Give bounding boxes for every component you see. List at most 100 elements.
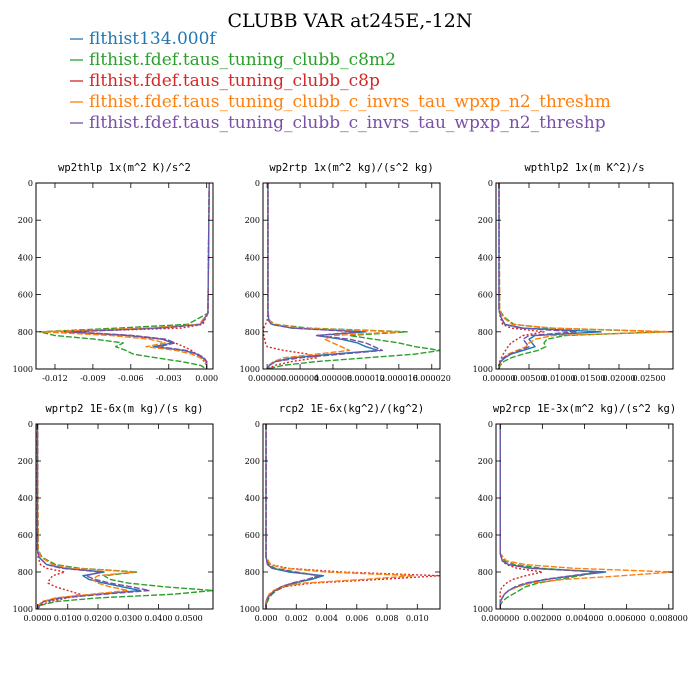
series-group	[36, 424, 213, 609]
plot-frame	[35, 182, 214, 370]
panel-3: wpthlp2 1x(m K^2)/s020040060080010000.00…	[473, 162, 674, 383]
legend-entry: flthist.fdef.taus_tuning_clubb_c_invrs_t…	[89, 92, 611, 112]
panel-title: rcp2 1E-6x(kg^2)/(kg^2)	[279, 403, 424, 415]
series-line-1	[265, 424, 325, 609]
panel-2: wp2rtp 1x(m^2 kg)/(s^2 kg) 0 200 400 600 800 1…	[240, 162, 451, 383]
series-line-1	[36, 424, 142, 609]
x-tick-label: -0.012	[42, 374, 68, 383]
y-tick-label: 800	[478, 328, 493, 337]
x-tick-label: 0.006000	[608, 614, 646, 623]
series-line-3	[263, 183, 318, 369]
x-tick-label: 0.000000	[481, 614, 519, 623]
y-tick-label: 0	[488, 420, 493, 429]
legend: flthist134.000f flthist.fdef.taus_tuning_…	[70, 29, 611, 133]
series-group	[499, 424, 673, 609]
x-tick-label: 0.0400	[145, 614, 173, 623]
x-tick-label: 0.002	[285, 614, 308, 623]
series-line-4	[36, 424, 136, 609]
series-line-5	[265, 424, 320, 609]
panel-4: wprtp2 1E-6x(m kg)/(s kg) 0 200 400 600 800 10…	[13, 403, 214, 623]
x-tick-label: 0.02000	[602, 374, 635, 383]
series-line-4	[498, 183, 673, 369]
legend-entry: flthist134.000f	[89, 29, 217, 49]
y-tick-label: 1000	[13, 365, 33, 374]
series-line-2	[499, 424, 596, 609]
y-tick-label: 800	[478, 568, 493, 577]
legend-entry: flthist.fdef.taus_tuning_clubb_c8p	[89, 71, 380, 91]
x-tick-label: 0.02500	[632, 374, 665, 383]
plot-frame	[262, 182, 441, 370]
y-tick-label: 200	[18, 216, 33, 225]
x-tick-label: 0.00000	[482, 374, 515, 383]
y-tick-label: 600	[18, 291, 33, 300]
y-tick-label: 600	[245, 531, 260, 540]
series-line-5	[266, 183, 384, 369]
y-tick-label: 600	[478, 291, 493, 300]
x-tick-label: -0.003	[156, 374, 182, 383]
series-line-1	[266, 183, 379, 369]
y-tick-label: 1000	[473, 365, 493, 374]
y-tick-label: 400	[245, 494, 260, 503]
x-tick-label: 0.004	[315, 614, 338, 623]
y-tick-label: 0	[255, 420, 260, 429]
y-tick-label: 800	[245, 568, 260, 577]
figure-title: CLUBB VAR at245E,-12N	[228, 10, 473, 32]
x-tick-label: 0.004000	[565, 614, 603, 623]
x-tick-label: 0.0300	[114, 614, 142, 623]
plot-frame	[495, 423, 674, 610]
x-tick-label: 0.008000	[650, 614, 688, 623]
x-tick-label: 0.00500	[512, 374, 545, 383]
series-group	[39, 183, 210, 369]
y-tick-label: 1000	[240, 605, 260, 614]
x-tick-label: 0.01500	[572, 374, 605, 383]
y-tick-label: 400	[18, 494, 33, 503]
x-tick-label: 0.000000	[248, 374, 286, 383]
panel-title: wp2thlp 1x(m^2 K)/s^2	[58, 162, 191, 174]
x-tick-label: 0.0100	[54, 614, 82, 623]
series-line-5	[498, 183, 578, 369]
y-tick-label: 200	[478, 457, 493, 466]
x-tick-label: -0.006	[118, 374, 144, 383]
series-line-1	[64, 183, 210, 369]
series-line-4	[499, 424, 673, 609]
series-group	[265, 424, 440, 609]
y-tick-label: 0	[255, 179, 260, 188]
x-tick-label: 0.002000	[523, 614, 561, 623]
y-tick-label: 600	[245, 291, 260, 300]
x-tick-label: 0.000	[195, 374, 218, 383]
y-tick-label: 1000	[473, 605, 493, 614]
series-line-3	[265, 424, 440, 609]
panel-5: rcp2 1E-6x(kg^2)/(kg^2) 0 200 400 600 800 1000…	[240, 403, 441, 623]
y-tick-label: 400	[245, 253, 260, 262]
series-line-1	[498, 183, 602, 369]
x-tick-label: 0.000004	[281, 374, 319, 383]
series-line-2	[36, 424, 213, 609]
y-tick-label: 400	[478, 253, 493, 262]
y-tick-label: 800	[18, 568, 33, 577]
x-tick-label: 0.0500	[175, 614, 203, 623]
series-line-3	[36, 424, 81, 609]
y-tick-label: 0	[488, 179, 493, 188]
plot-frame	[495, 182, 674, 370]
series-line-4	[266, 183, 400, 369]
y-tick-label: 800	[18, 328, 33, 337]
y-tick-label: 200	[18, 457, 33, 466]
series-line-5	[71, 183, 210, 369]
panel-title: wp2rcp 1E-3x(m^2 kg)/(s^2 kg)	[493, 403, 676, 415]
y-tick-label: 400	[18, 253, 33, 262]
series-group	[498, 183, 673, 369]
panels: wp2thlp 1x(m^2 K)/s^2 0 200 400 600 800 1000 -0…	[13, 162, 688, 623]
y-tick-label: 400	[478, 494, 493, 503]
series-group	[263, 183, 440, 369]
series-line-5	[36, 424, 151, 609]
y-tick-label: 200	[245, 457, 260, 466]
series-line-4	[265, 424, 415, 609]
panel-1: wp2thlp 1x(m^2 K)/s^2 0 200 400 600 800 1000 -0…	[13, 162, 218, 383]
series-line-2	[498, 183, 665, 369]
series-line-3	[60, 183, 210, 369]
series-line-2	[266, 183, 440, 369]
x-tick-label: 0.000008	[314, 374, 352, 383]
y-tick-label: 1000	[13, 605, 33, 614]
y-tick-label: 200	[478, 216, 493, 225]
